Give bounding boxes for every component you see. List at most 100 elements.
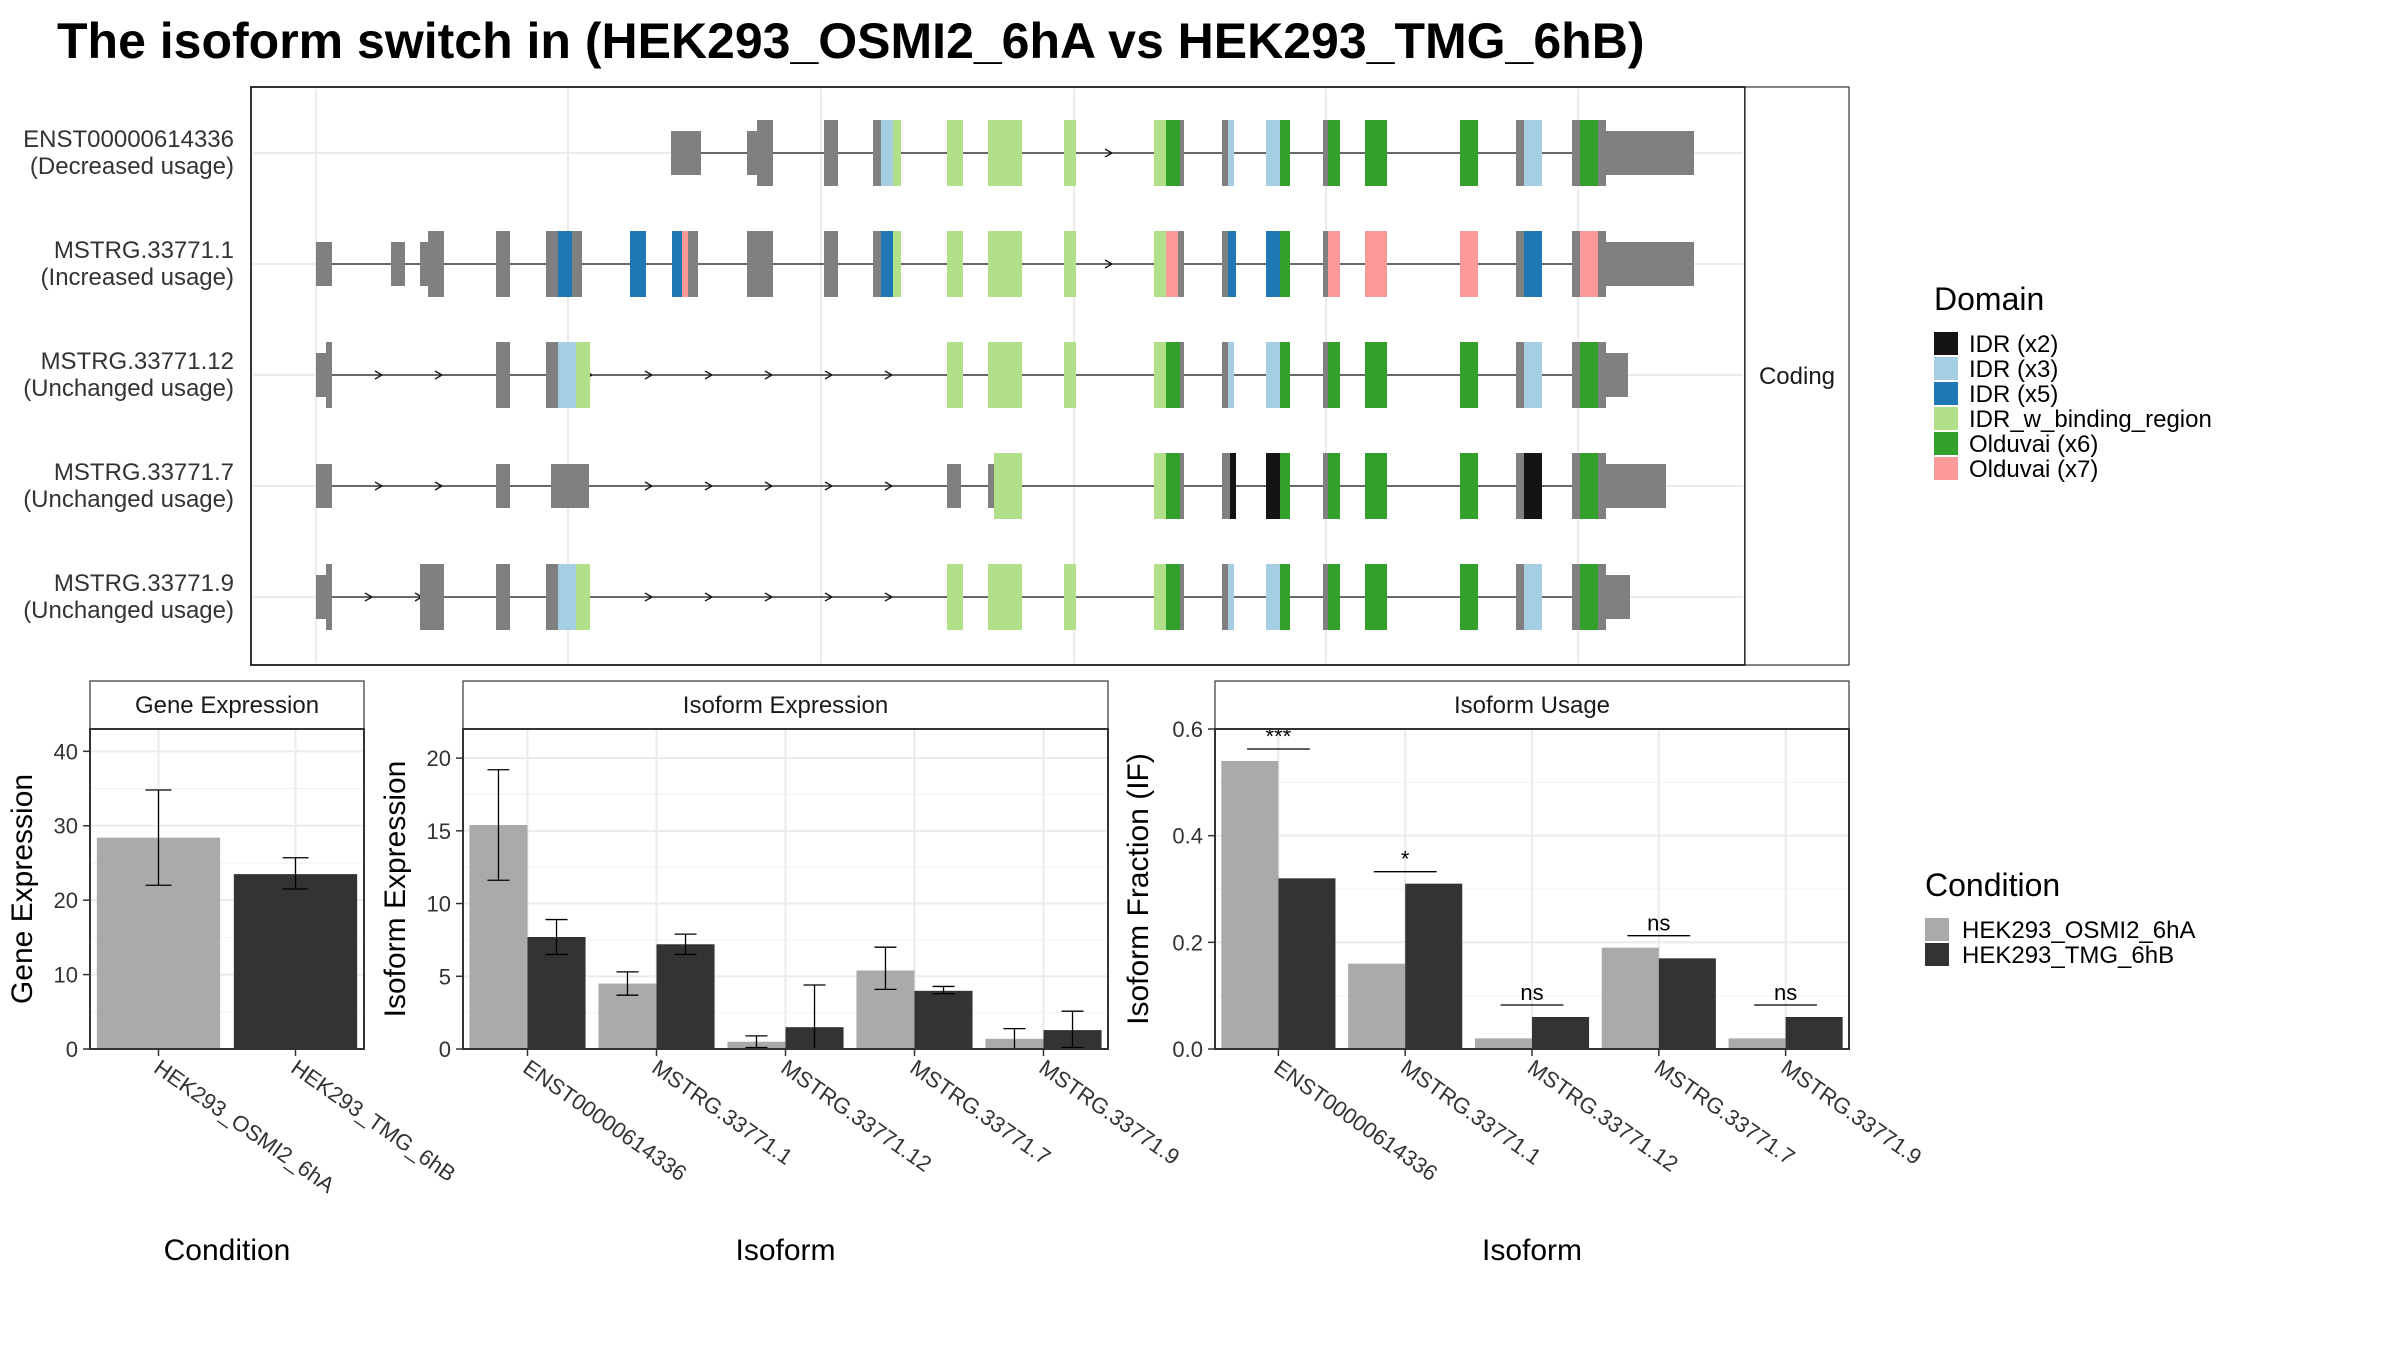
strand-arrow <box>824 481 834 491</box>
exon-segment <box>1524 564 1542 630</box>
transcript-usage-label: (Unchanged usage) <box>23 486 234 513</box>
bar <box>1474 1038 1532 1049</box>
exon-segment <box>1266 342 1280 408</box>
bar <box>527 937 586 1049</box>
strand-arrow <box>644 592 654 602</box>
exon-segment <box>1166 231 1178 297</box>
exon-segment <box>1228 564 1234 630</box>
exon-segment <box>988 464 994 508</box>
y-tick-label: 0 <box>66 1037 78 1062</box>
exon-segment <box>546 342 558 408</box>
x-axis-title: Isoform <box>735 1234 835 1267</box>
exon-segment <box>1266 564 1280 630</box>
exon-segment <box>1606 353 1628 397</box>
significance-label: * <box>1401 847 1410 872</box>
exon-segment <box>1460 453 1478 519</box>
exon-segment <box>824 231 838 297</box>
structure-strip <box>1744 86 1850 666</box>
condition-legend-swatch <box>1925 918 1949 941</box>
bar <box>1658 958 1716 1049</box>
y-tick-label: 20 <box>427 746 451 771</box>
domain-legend-swatch <box>1934 407 1958 430</box>
exon-segment <box>947 120 963 186</box>
y-axis-title: Isoform Fraction (IF) <box>1122 753 1155 1025</box>
exon-segment <box>420 242 428 286</box>
exon-segment <box>1365 564 1387 630</box>
strand-arrow <box>374 481 384 491</box>
transcript-name-label: MSTRG.33771.9 <box>54 570 234 597</box>
exon-segment <box>1002 453 1022 519</box>
domain-legend-swatch <box>1934 332 1958 355</box>
exon-segment <box>326 564 332 630</box>
transcript-usage-label: (Unchanged usage) <box>23 597 234 624</box>
transcript-usage-label: (Increased usage) <box>41 264 234 291</box>
y-tick-label: 15 <box>427 819 451 844</box>
panel-strip <box>462 680 1109 730</box>
domain-legend-swatch <box>1934 432 1958 455</box>
bar <box>1348 963 1406 1049</box>
transcript-name-label: MSTRG.33771.1 <box>54 237 234 264</box>
exon-segment <box>1460 564 1478 630</box>
exon-segment <box>1154 231 1166 297</box>
strand-arrow <box>704 592 714 602</box>
y-tick-label: 30 <box>54 814 78 839</box>
exon-segment <box>1328 231 1340 297</box>
transcript-usage-label: (Decreased usage) <box>30 153 234 180</box>
exon-segment <box>1280 342 1290 408</box>
exon-segment <box>1516 342 1524 408</box>
domain-legend-label: Olduvai (x7) <box>1969 456 2098 483</box>
bar <box>1785 1017 1843 1049</box>
panel-strip <box>89 680 365 730</box>
exon-segment <box>1328 564 1340 630</box>
exon-segment <box>1598 564 1606 630</box>
exon-segment <box>1328 453 1340 519</box>
strand-arrow <box>884 481 894 491</box>
domain-legend-label: IDR_w_binding_region <box>1969 406 2212 433</box>
domain-legend: Domain IDR (x2)IDR (x3)IDR (x5)IDR_w_bin… <box>1934 281 2212 483</box>
exon-segment <box>1323 120 1328 186</box>
strand-arrow <box>884 370 894 380</box>
domain-legend-swatch <box>1934 357 1958 380</box>
exon-segment <box>873 120 881 186</box>
exon-segment <box>1580 120 1598 186</box>
exon-segment <box>1365 120 1387 186</box>
exon-segment <box>316 353 326 397</box>
exon-segment <box>1180 564 1184 630</box>
exon-segment <box>988 564 1022 630</box>
strand-arrow <box>364 592 374 602</box>
exon-segment <box>1572 231 1580 297</box>
y-axis-title: Gene Expression <box>6 774 39 1004</box>
domain-legend-swatch <box>1934 382 1958 405</box>
exon-segment <box>947 464 961 508</box>
domain-legend-title: Domain <box>1934 281 2044 317</box>
strand-arrow <box>824 592 834 602</box>
exon-segment <box>316 464 332 508</box>
significance-label: ns <box>1520 980 1543 1005</box>
transcript-tracks <box>316 120 1694 630</box>
exon-segment <box>630 231 646 297</box>
exon-segment <box>1178 231 1184 297</box>
exon-segment <box>1328 342 1340 408</box>
x-tick-label: MSTRG.33771.9 <box>1777 1055 1927 1170</box>
exon-segment <box>1365 342 1387 408</box>
transcript-name-label: MSTRG.33771.7 <box>54 459 234 486</box>
domain-legend-swatch <box>1934 457 1958 480</box>
bar <box>914 990 973 1049</box>
exon-segment <box>1365 231 1387 297</box>
exon-segment <box>1328 120 1340 186</box>
condition-legend-title: Condition <box>1925 867 2060 903</box>
exon-segment <box>551 464 589 508</box>
exon-segment <box>671 131 701 175</box>
exon-segment <box>893 120 901 186</box>
exon-segment <box>1606 242 1694 286</box>
y-tick-label: 5 <box>439 964 451 989</box>
exon-segment <box>558 564 576 630</box>
panel-strip <box>1214 680 1850 730</box>
y-tick-label: 10 <box>54 963 78 988</box>
exon-segment <box>1154 342 1166 408</box>
panel-border <box>89 728 365 1050</box>
exon-segment <box>1580 564 1598 630</box>
exon-segment <box>1323 564 1328 630</box>
exon-segment <box>496 231 510 297</box>
domain-legend-label: IDR (x3) <box>1969 356 2058 383</box>
